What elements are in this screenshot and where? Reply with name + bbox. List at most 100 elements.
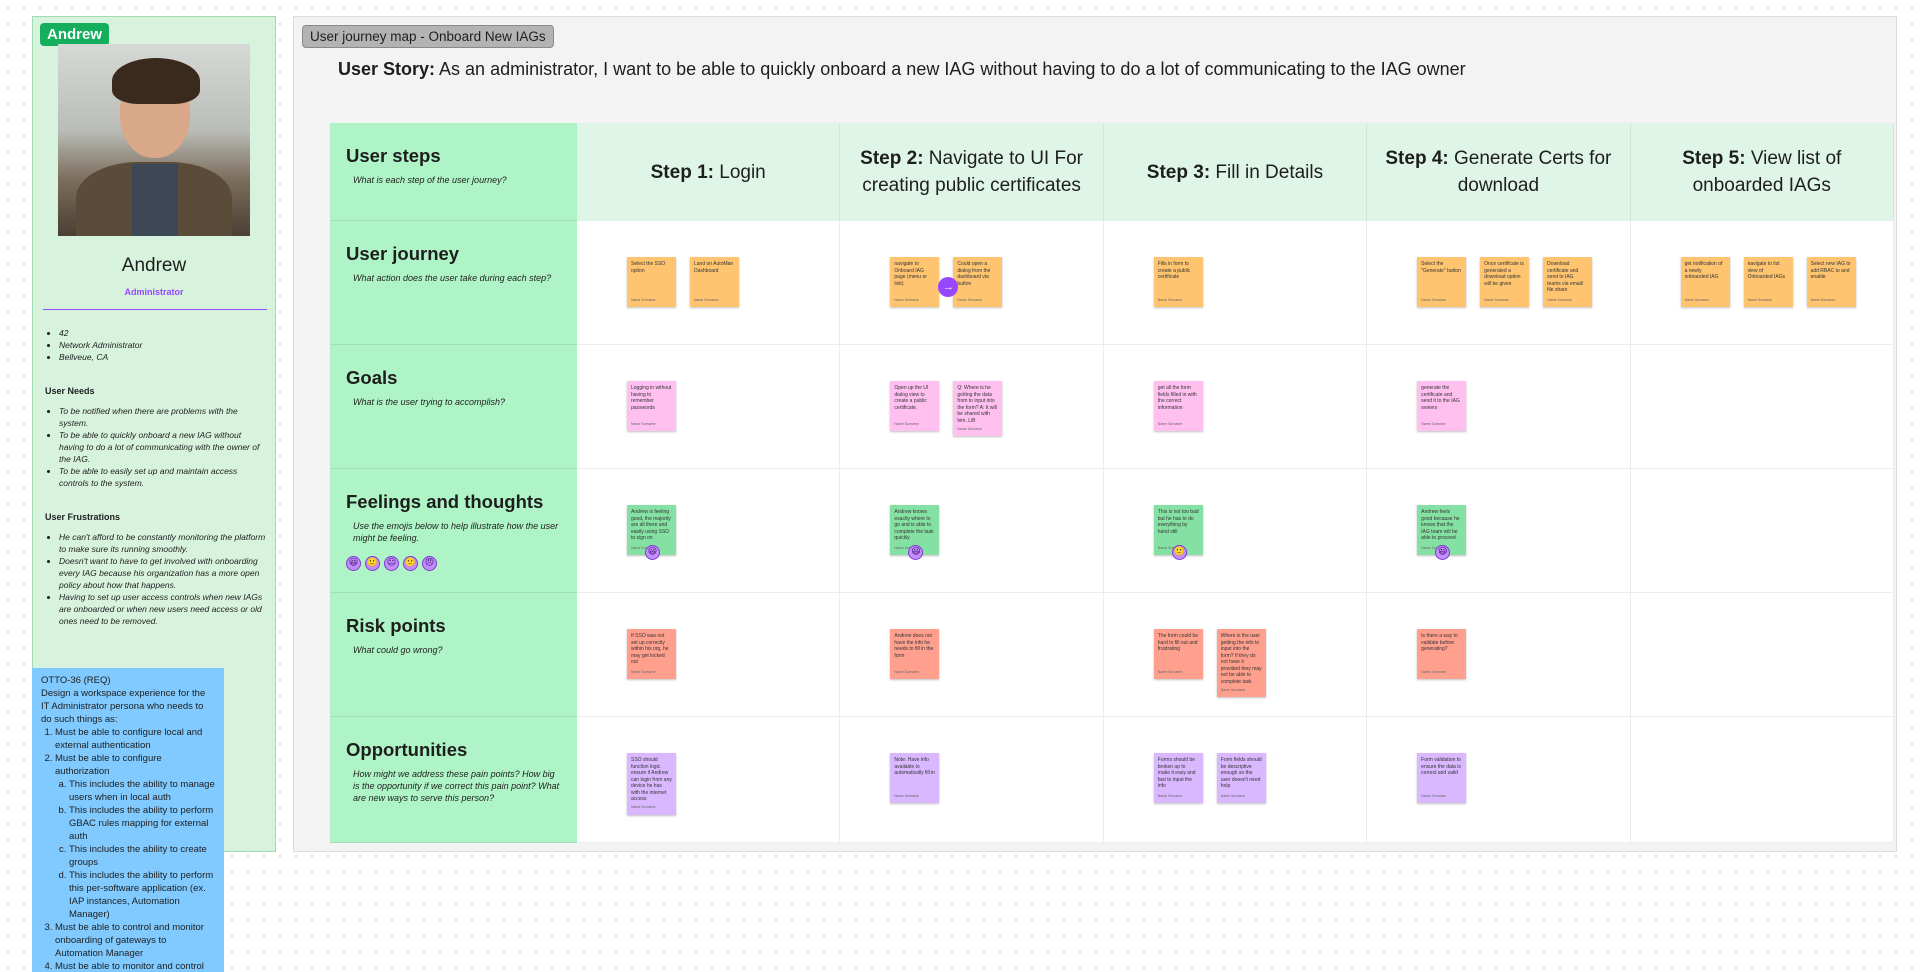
row-title: Opportunities <box>346 739 468 760</box>
journey-cell: navigate to Onboard IAG page (menu or li… <box>840 221 1104 345</box>
sticky-author: Name Surname <box>694 297 719 302</box>
step-name: View list of onboarded IAGs <box>1692 148 1842 196</box>
requirement-note[interactable]: OTTO-36 (REQ) Design a workspace experie… <box>32 668 224 972</box>
sticky-text: Select the "Generate" button <box>1421 261 1461 274</box>
sticky-note[interactable]: If SSO was not set up correctly within h… <box>627 629 676 679</box>
need-item: To be able to easily set up and maintain… <box>59 465 267 489</box>
sticky-note[interactable]: get all the form fields filled in with t… <box>1153 381 1203 431</box>
sticky-note[interactable]: navigate to list view of Onboarded IAGs N… <box>1743 257 1793 307</box>
sticky-note[interactable]: Select the "Generate" button Name Surname <box>1417 257 1467 307</box>
sticky-note[interactable]: Form fields should be descriptive enough… <box>1216 753 1266 803</box>
sticky-note[interactable]: The form could be hard to fill out and f… <box>1153 629 1203 679</box>
step-title: Step 4: Generate Certs for download <box>1379 145 1617 199</box>
emoji-icon[interactable]: 😐 <box>384 556 399 571</box>
sticky-author: Name Surname <box>894 669 919 674</box>
journey-map-section[interactable]: User journey map - Onboard New IAGs User… <box>293 16 1897 852</box>
sticky-author: Name Surname <box>1421 421 1446 426</box>
sticky-author: Name Surname <box>894 421 919 426</box>
row-label-0: User steps What is each step of the user … <box>330 123 577 221</box>
story-label: User Story: <box>338 59 436 79</box>
sticky-note[interactable]: Q: Where is he getting the data from to … <box>953 381 1003 436</box>
sticky-note[interactable]: Select new IAG to add RBAC to and enable… <box>1806 257 1856 307</box>
emoji-icon[interactable]: 😃 <box>346 556 361 571</box>
sticky-text: SSO should function logic ensure if Andr… <box>631 757 672 802</box>
sticky-note[interactable]: Could open a dialog from the dashboard v… <box>953 257 1003 307</box>
journey-cell: Andrew does not have the info he needs t… <box>840 593 1104 717</box>
sticky-note[interactable]: SSO should function logic ensure if Andr… <box>627 753 676 815</box>
sticky-note[interactable]: Fills in form to create a public certifi… <box>1153 257 1203 307</box>
sticky-note[interactable]: Once certificate is generated a download… <box>1480 257 1530 307</box>
sticky-note[interactable]: Land on AutoMan Dashboard Name Surname <box>690 257 739 307</box>
requirement-text: Must be able to configure authorization <box>55 753 162 777</box>
requirement-title: OTTO-36 (REQ) <box>41 675 111 686</box>
step-header: Step 3: Fill in Details <box>1103 123 1368 221</box>
need-item: To be able to quickly onboard a new IAG … <box>59 429 267 465</box>
persona-role: Administrator <box>124 287 184 297</box>
sticky-note[interactable]: Download certificate and send to IAG tea… <box>1543 257 1593 307</box>
sticky-note[interactable]: Forms should be broken up to make it eas… <box>1153 753 1203 803</box>
persona-facts: 42Network AdministratorBellveue, CA <box>45 327 267 363</box>
requirement-text: Must be able to control and monitor onbo… <box>55 922 204 959</box>
sticky-note[interactable]: Open up the UI dialog view to create a p… <box>890 381 940 431</box>
journey-cell <box>1630 593 1894 717</box>
journey-cell: get all the form fields filled in with t… <box>1103 345 1368 469</box>
feeling-emoji-icon[interactable]: 😃 <box>908 545 924 560</box>
sticky-note[interactable]: generate the certificate and send it to … <box>1417 381 1467 431</box>
sticky-note[interactable]: Note: Have info available to automatical… <box>890 753 940 803</box>
feeling-emoji-icon[interactable]: 😃 <box>1435 545 1451 560</box>
sticky-text: get notification of a newly onboarded IA… <box>1684 261 1723 280</box>
emoji-palette: 😃 🙂 😐 🙁 😠 <box>346 556 561 571</box>
emoji-icon[interactable]: 🙂 <box>365 556 380 571</box>
requirement-item: Must be able to configure authorizationT… <box>55 752 215 921</box>
sticky-text: If SSO was not set up correctly within h… <box>631 633 669 665</box>
sticky-note[interactable]: navigate to Onboard IAG page (menu or li… <box>890 257 940 307</box>
step-title: Step 1: Login <box>651 159 766 186</box>
sticky-note[interactable]: Andrew knows exactly where to go and is … <box>890 505 940 555</box>
emoji-icon[interactable]: 😠 <box>422 556 437 571</box>
step-title: Step 2: Navigate to UI For creating publ… <box>852 145 1090 199</box>
sticky-author: Name Surname <box>894 793 919 798</box>
section-tag[interactable]: User journey map - Onboard New IAGs <box>302 25 554 48</box>
step-header: Step 2: Navigate to UI For creating publ… <box>840 123 1104 221</box>
sticky-author: Name Surname <box>1547 297 1572 302</box>
requirement-list: Must be able to configure local and exte… <box>41 726 215 972</box>
emoji-icon[interactable]: 🙁 <box>403 556 418 571</box>
sticky-author: Name Surname <box>1421 669 1446 674</box>
step-name: Login <box>713 161 766 183</box>
sticky-note[interactable]: get notification of a newly onboarded IA… <box>1680 257 1730 307</box>
sticky-note[interactable]: Logging in without having to remember pa… <box>627 381 676 431</box>
journey-cell: Andrew feels good because he knows that … <box>1367 469 1631 593</box>
sticky-text: navigate to list view of Onboarded IAGs <box>1747 261 1786 280</box>
journey-cell: Open up the UI dialog view to create a p… <box>840 345 1104 469</box>
sticky-author: Name Surname <box>1421 297 1446 302</box>
sticky-note[interactable]: Where is the user getting the info to in… <box>1216 629 1266 697</box>
row-label-5: Opportunities How might we address these … <box>330 717 577 843</box>
sticky-note[interactable]: Andrew does not have the info he needs t… <box>890 629 940 679</box>
journey-grid: User steps What is each step of the user … <box>330 123 1894 843</box>
persona-name: Andrew <box>121 255 187 276</box>
row-label-3: Feelings and thoughts Use the emojis belo… <box>330 469 577 593</box>
row-subtitle: What is the user trying to accomplish? <box>353 397 506 407</box>
journey-cell: Andrew knows exactly where to go and is … <box>840 469 1104 593</box>
journey-cell: This is not too bad but he has to do eve… <box>1103 469 1368 593</box>
journey-cell: SSO should function logic ensure if Andr… <box>577 717 841 843</box>
requirement-subitem: This includes the ability to manage user… <box>69 778 215 804</box>
step-header: Step 5: View list of onboarded IAGs <box>1630 123 1894 221</box>
sticky-note[interactable]: Is there a way to validate before genera… <box>1417 629 1467 679</box>
sticky-note[interactable]: Select the SSO option Name Surname <box>627 257 676 307</box>
sticky-text: Form fields should be descriptive enough… <box>1220 757 1262 789</box>
connector-arrow-icon[interactable]: → <box>938 277 959 297</box>
sticky-text: This is not too bad but he has to do eve… <box>1157 509 1199 535</box>
sticky-note[interactable]: Form validation to ensure the data is co… <box>1417 753 1467 803</box>
sticky-text: navigate to Onboard IAG page (menu or li… <box>894 261 927 287</box>
requirement-intro: Design a workspace experience for the IT… <box>41 688 206 725</box>
sticky-author: Name Surname <box>1157 669 1183 674</box>
journey-cell: generate the certificate and send it to … <box>1367 345 1631 469</box>
feeling-emoji-icon[interactable]: 😃 <box>645 545 660 560</box>
row-title: Risk points <box>346 615 446 636</box>
persona-tag[interactable]: Andrew <box>40 23 110 46</box>
sticky-text: The form could be hard to fill out and f… <box>1157 633 1199 652</box>
frustration-item: He can't afford to be constantly monitor… <box>59 531 267 555</box>
journey-cell: Is there a way to validate before genera… <box>1367 593 1631 717</box>
feeling-emoji-icon[interactable]: 🙂 <box>1171 545 1187 560</box>
